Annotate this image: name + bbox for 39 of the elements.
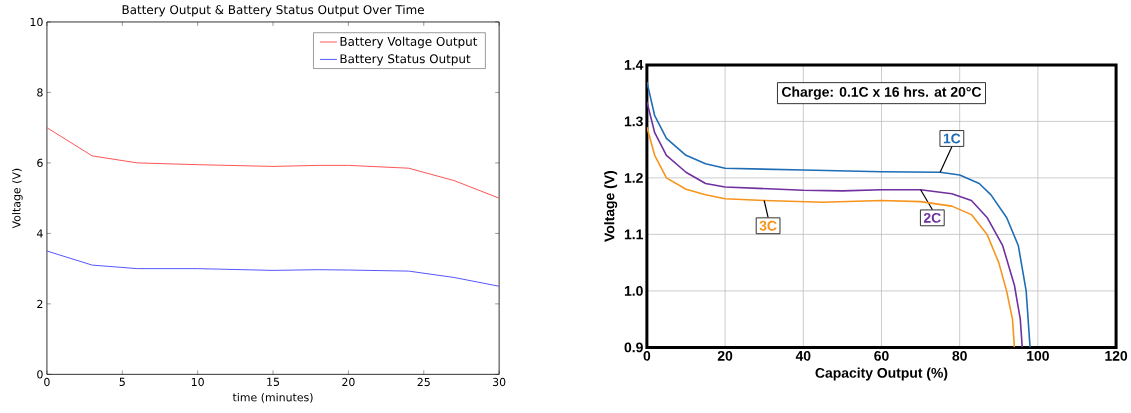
x-tick-label: 40 xyxy=(795,350,811,361)
x-tick-label: 30 xyxy=(493,377,506,386)
legend-label: Battery Status Output xyxy=(340,54,471,66)
x-tick-label: 10 xyxy=(191,377,204,386)
y-tick-label: 1.2 xyxy=(624,172,643,183)
y-tick-label: 8 xyxy=(37,88,43,97)
y-tick-label: 1.4 xyxy=(624,59,644,70)
line-series xyxy=(46,127,500,199)
x-tick-label: 80 xyxy=(952,350,967,361)
x-axis-title: Capacity Output (%) xyxy=(815,367,948,381)
chart-title: Battery Output & Battery Status Output Over Time xyxy=(122,4,424,17)
x-tick-label: 25 xyxy=(417,377,430,386)
y-tick-label: 0.9 xyxy=(624,342,643,353)
series-label: 2C xyxy=(923,212,941,223)
y-tick-label: 6 xyxy=(37,158,43,167)
legend-label: Battery Voltage Output xyxy=(340,36,478,49)
x-tick-label: 5 xyxy=(119,377,125,386)
series-label: 3C xyxy=(759,220,777,231)
x-tick-label: 0 xyxy=(44,377,50,386)
y-tick-label: 0 xyxy=(37,370,43,379)
x-tick-label: 20 xyxy=(717,350,733,361)
y-tick-label: 1.3 xyxy=(624,116,643,127)
x-tick-label: 120 xyxy=(1105,350,1128,361)
x-axis-title: time (minutes) xyxy=(232,392,313,403)
y-tick-label: 4 xyxy=(36,229,43,238)
y-tick-label: 1.1 xyxy=(624,229,643,240)
y-tick-label: 1.0 xyxy=(624,285,643,296)
y-axis-title: Voltage (V) xyxy=(12,168,23,229)
x-tick-label: 0 xyxy=(643,350,651,361)
x-tick-label: 20 xyxy=(342,377,355,386)
y-axis-title: Voltage (V) xyxy=(604,170,618,242)
line-series xyxy=(46,250,500,287)
x-tick-label: 100 xyxy=(1027,350,1049,361)
y-tick-label: 10 xyxy=(30,17,43,26)
text: 1C xyxy=(943,133,961,144)
x-tick-label: 60 xyxy=(874,350,889,361)
annotation: Charge: 0.1C x 16 hrs. at 20°C xyxy=(782,86,982,100)
y-tick-label: 2 xyxy=(37,299,43,308)
x-tick-label: 15 xyxy=(267,377,280,386)
